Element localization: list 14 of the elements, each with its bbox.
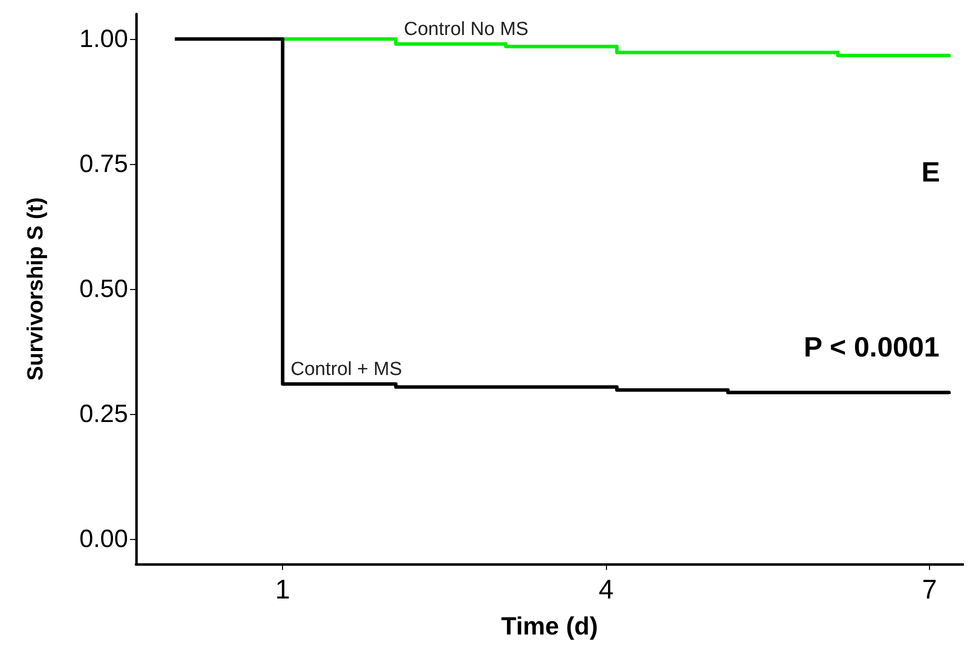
y-axis-title: Survivorship S (t) bbox=[22, 197, 48, 381]
y-tick-label: 0.50 bbox=[79, 275, 128, 303]
x-tick-label: 7 bbox=[922, 574, 938, 604]
series-label: Control No MS bbox=[404, 19, 528, 40]
annotation: E bbox=[921, 156, 940, 188]
series-label: Control + MS bbox=[290, 359, 402, 380]
x-tick-label: 4 bbox=[598, 574, 614, 604]
y-tick-label: 0.75 bbox=[79, 150, 128, 178]
x-tick-label: 1 bbox=[275, 574, 290, 604]
x-axis-title: Time (d) bbox=[501, 612, 598, 640]
y-tick-label: 1.00 bbox=[79, 25, 128, 53]
y-tick-label: 0.00 bbox=[79, 525, 128, 553]
annotation: P < 0.0001 bbox=[804, 332, 940, 362]
y-tick-label: 0.25 bbox=[79, 400, 128, 428]
